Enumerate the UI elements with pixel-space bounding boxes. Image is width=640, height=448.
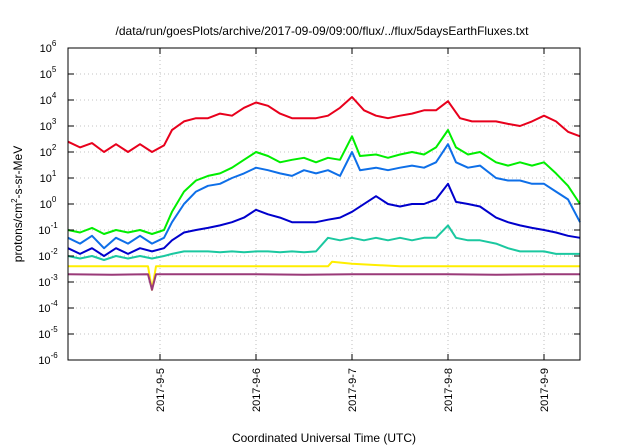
y-axis-title: protons/cm2-s-sr-MeV <box>10 146 25 262</box>
x-tick-label: 2017-9-7 <box>347 368 359 412</box>
y-tick-label: 102 <box>40 143 57 159</box>
y-tick-label: 10-2 <box>38 247 58 263</box>
series-line-5 <box>67 224 580 261</box>
x-tick-label: 2017-9-8 <box>443 368 455 412</box>
series-line-4 <box>67 182 581 257</box>
y-tick-label: 10-6 <box>38 351 58 367</box>
series-line-2 <box>67 129 581 235</box>
plot-frame <box>67 47 581 361</box>
y-tick-label: 10-5 <box>38 325 58 341</box>
axes: 10-6 10-5 10-4 10-3 10-2 10-1 100 101 102 103 104 1… <box>38 39 580 412</box>
series-line-1 <box>67 96 581 153</box>
series-lines <box>67 96 581 291</box>
x-tick-label: 2017-9-9 <box>539 368 551 412</box>
chart-title: /data/run/goesPlots/archive/2017-09-09/0… <box>116 24 530 38</box>
grid <box>68 48 580 360</box>
y-tick-label: 101 <box>40 169 57 185</box>
y-tick-label: 10-3 <box>38 273 58 289</box>
y-tick-label: 103 <box>40 117 57 133</box>
y-axis-title-rest: -s-sr-MeV <box>11 146 25 199</box>
series-line-7 <box>67 273 580 291</box>
y-tick-label: 104 <box>40 91 57 107</box>
y-tick-label: 10-1 <box>38 221 58 237</box>
x-tick-label: 2017-9-6 <box>251 368 263 412</box>
y-tick-label: 100 <box>40 195 57 211</box>
y-tick-label: 105 <box>40 65 57 81</box>
series-line-6 <box>68 260 580 291</box>
x-tick-label: 2017-9-5 <box>155 368 167 412</box>
series-line-3 <box>67 143 581 250</box>
y-axis-title-sup: 2 <box>10 198 19 203</box>
y-tick-label: 10-4 <box>38 299 58 315</box>
x-axis-title: Coordinated Universal Time (UTC) <box>232 431 416 445</box>
y-tick-label: 106 <box>40 39 57 55</box>
y-axis-title-base: protons/cm <box>11 203 25 262</box>
